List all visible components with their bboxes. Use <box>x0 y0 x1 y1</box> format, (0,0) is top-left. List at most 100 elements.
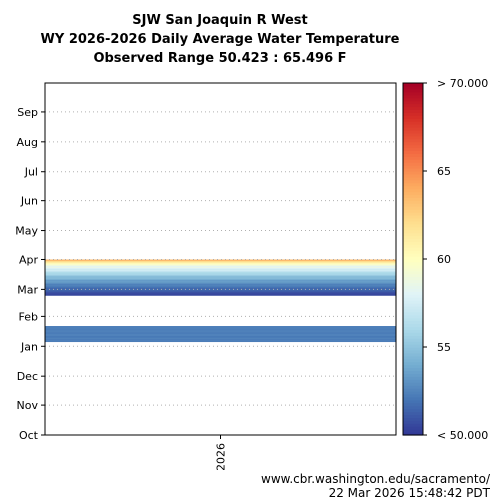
colorbar-segment <box>403 97 423 102</box>
heatmap-cell <box>45 261 396 263</box>
colorbar-segment <box>403 250 423 254</box>
colorbar-segment <box>403 294 423 298</box>
colorbar-segment <box>403 229 423 234</box>
colorbar-segment <box>403 264 423 269</box>
colorbar-segment <box>403 106 423 110</box>
colorbar-segment <box>403 317 423 322</box>
heatmap-cell <box>45 272 396 275</box>
heatmap-cell <box>45 330 396 333</box>
colorbar-segment <box>403 144 423 149</box>
heatmap-cell <box>45 290 396 292</box>
colorbar-segment <box>403 88 423 93</box>
colorbar-segment <box>403 103 423 108</box>
colorbar-segment <box>403 256 423 260</box>
colorbar-segment <box>403 197 423 201</box>
heatmap-cell <box>45 276 396 279</box>
heatmap-cell <box>45 284 396 287</box>
colorbar-segment <box>403 338 423 342</box>
colorbar-segment <box>403 176 423 181</box>
colorbar-segment <box>403 270 423 275</box>
y-tick-label: May <box>15 225 38 238</box>
heatmap-cell <box>45 260 396 263</box>
chart-title-line-3: Observed Range 50.423 : 65.496 F <box>93 51 346 66</box>
heatmap-cell <box>45 340 396 343</box>
colorbar-segment <box>403 320 423 325</box>
colorbar-segment <box>403 165 423 169</box>
colorbar-segment <box>403 303 423 307</box>
colorbar-segment <box>403 135 423 140</box>
colorbar-segment <box>403 94 423 99</box>
colorbar-segment <box>403 414 423 418</box>
colorbar-segment <box>403 85 423 90</box>
colorbar-segment <box>403 91 423 96</box>
colorbar-segment <box>403 132 423 137</box>
colorbar-segment <box>403 253 423 257</box>
y-tick-label: Jun <box>20 195 38 208</box>
colorbar-segment <box>403 147 423 152</box>
y-tick-label: Aug <box>17 136 38 149</box>
heatmap-cell <box>45 264 396 266</box>
colorbar-segment <box>403 420 423 424</box>
colorbar-segment <box>403 150 423 154</box>
chart-title-line-2: WY 2026-2026 Daily Average Water Tempera… <box>41 32 400 47</box>
heatmap-cell <box>45 328 396 331</box>
y-tick-label: Dec <box>17 370 38 383</box>
colorbar-segment <box>403 121 423 125</box>
heatmap-cell <box>45 329 396 332</box>
heatmap-cell <box>45 263 396 265</box>
y-tick-label: Jan <box>20 340 38 353</box>
x-tick-label: 2026 <box>215 443 228 470</box>
colorbar-segment <box>403 185 423 190</box>
colorbar-segment <box>403 300 423 304</box>
colorbar-segment <box>403 238 423 242</box>
colorbar-segment <box>403 206 423 210</box>
colorbar-segment <box>403 297 423 301</box>
heatmap-cell <box>45 292 396 294</box>
y-tick-label: Mar <box>17 283 38 296</box>
colorbar-segment <box>403 379 423 383</box>
heatmap-cell <box>45 277 396 280</box>
plot-area <box>44 82 397 436</box>
colorbar-segment <box>403 388 423 392</box>
colorbar-segment <box>403 162 423 166</box>
heatmap-cell <box>45 287 396 290</box>
colorbar-segment <box>403 212 423 216</box>
colorbar-segment <box>403 118 423 122</box>
colorbar-segment <box>403 367 423 372</box>
colorbar-segment <box>403 326 423 330</box>
heatmap-cell <box>45 267 396 269</box>
heatmap-cell <box>45 326 396 328</box>
colorbar-segment <box>403 156 423 160</box>
colorbar-segment <box>403 285 423 289</box>
footer-url[interactable]: www.cbr.washington.edu/sacramento/ <box>261 472 490 486</box>
colorbar-segment <box>403 373 423 377</box>
heatmap-cell <box>45 286 396 289</box>
colorbar-segment <box>403 396 423 401</box>
colorbar-segment <box>403 173 423 178</box>
colorbar-segment <box>403 203 423 207</box>
heatmap-cell <box>45 291 396 293</box>
colorbar-segment <box>403 159 423 163</box>
colorbar-segment <box>403 432 423 436</box>
colorbar-segment <box>403 267 423 272</box>
colorbar-segment <box>403 182 423 187</box>
heatmap-cell <box>45 279 396 282</box>
colorbar-segment <box>403 276 423 281</box>
colorbar-segment <box>403 127 423 131</box>
heatmap-cell <box>45 273 396 276</box>
colorbar-segment <box>403 311 423 316</box>
colorbar-segment <box>403 138 423 143</box>
colorbar-segment <box>403 223 423 228</box>
colorbar-segment <box>403 364 423 369</box>
heatmap-cell <box>45 283 396 286</box>
colorbar-segment <box>403 244 423 248</box>
y-tick-label: Jul <box>24 166 38 179</box>
colorbar-segment <box>403 200 423 204</box>
heatmap-cell <box>45 334 396 337</box>
colorbar-segment <box>403 153 423 157</box>
colorbar-segment <box>403 314 423 319</box>
heatmap-cell <box>45 335 396 338</box>
x-axis: 2026 <box>215 435 228 470</box>
colorbar-segment <box>403 109 423 113</box>
colorbar-segment <box>403 115 423 119</box>
